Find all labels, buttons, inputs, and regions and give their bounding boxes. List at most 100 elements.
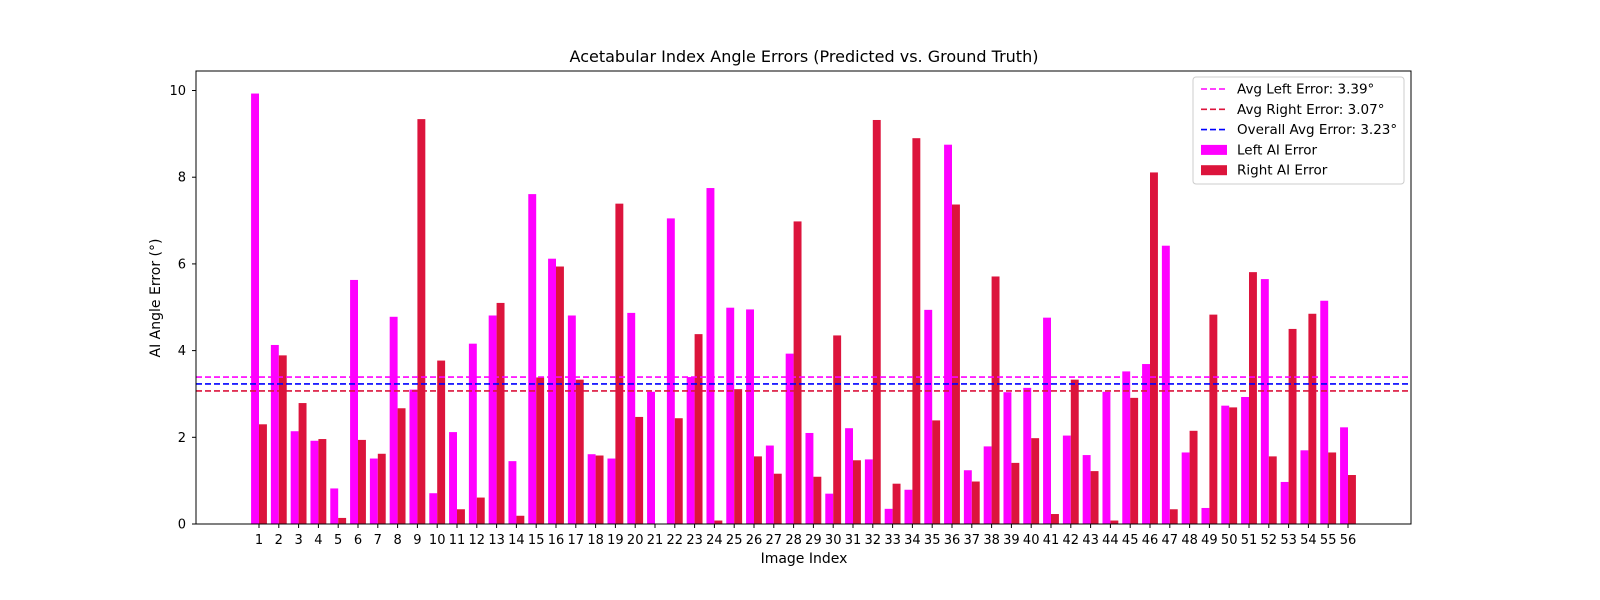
left-bar-55 [1320,300,1329,524]
x-tick-label-53: 53 [1280,533,1297,548]
y-tick-label-2: 2 [178,431,186,446]
left-bar-42 [1062,435,1071,524]
left-bar-27 [765,445,774,524]
x-tick-label-31: 31 [845,533,862,548]
right-bar-48 [1189,430,1198,524]
right-bar-19 [615,203,624,524]
left-bar-43 [1082,455,1091,524]
left-bar-9 [409,389,418,524]
left-bar-4 [310,440,319,524]
x-tick-label-45: 45 [1122,533,1139,548]
right-bar-28 [793,221,802,525]
x-tick-label-41: 41 [1043,533,1060,548]
right-bar-37 [971,481,980,524]
left-bar-25 [726,307,735,524]
right-bar-20 [635,416,644,524]
y-axis-label: AI Angle Error (°) [148,239,164,358]
legend-label-3: Left AI Error [1237,142,1318,158]
left-bar-47 [1161,245,1170,524]
right-bar-42 [1070,379,1079,524]
left-bar-24 [706,188,715,525]
right-bar-3 [298,403,307,524]
x-tick-label-47: 47 [1162,533,1179,548]
left-bar-37 [963,470,972,524]
legend-label-2: Overall Avg Error: 3.23° [1237,122,1397,138]
x-tick-label-51: 51 [1241,533,1258,548]
left-bar-2 [270,344,279,524]
left-bar-5 [330,488,339,524]
x-tick-label-19: 19 [607,533,624,548]
right-bar-39 [1011,462,1020,524]
x-tick-label-6: 6 [354,533,362,548]
series-right [259,119,1356,525]
legend: Avg Left Error: 3.39° Avg Right Error: 3.… [1192,76,1405,185]
x-tick-label-30: 30 [825,533,842,548]
left-bar-17 [567,315,576,524]
right-bar-36 [952,204,960,524]
right-bar-8 [397,408,406,524]
right-bar-46 [1150,172,1158,524]
right-bar-31 [853,460,861,524]
y-tick-label-6: 6 [178,257,186,272]
left-bar-56 [1340,427,1348,524]
x-tick-label-22: 22 [667,533,684,548]
x-tick-label-35: 35 [924,533,941,548]
left-bar-19 [607,458,616,524]
left-bar-15 [528,194,537,525]
x-tick-label-48: 48 [1181,533,1198,548]
right-bar-15 [536,377,545,524]
x-tick-label-29: 29 [805,533,822,548]
x-tick-label-15: 15 [528,533,545,548]
x-tick-label-32: 32 [865,533,882,548]
right-bar-40 [1031,438,1040,524]
right-bar-55 [1328,452,1337,524]
right-bar-2 [278,355,287,524]
left-bar-13 [488,315,497,524]
left-bar-34 [904,489,913,524]
right-bar-38 [991,276,1000,524]
left-bar-40 [1023,387,1032,524]
left-bar-48 [1181,452,1190,524]
x-tick-label-2: 2 [275,533,283,548]
legend-box [1192,76,1405,185]
y-tick-label-0: 0 [178,518,186,533]
left-bar-35 [924,309,933,524]
x-tick-label-37: 37 [964,533,981,548]
x-tick-label-7: 7 [374,533,382,548]
left-bar-8 [389,316,398,524]
x-tick-label-43: 43 [1082,533,1099,548]
x-tick-label-20: 20 [627,533,644,548]
right-bar-7 [377,453,386,524]
left-bar-26 [746,309,754,524]
right-bar-18 [595,455,604,524]
left-bar-41 [1043,317,1051,524]
left-bar-51 [1241,396,1249,524]
x-axis-label: Image Index [761,551,848,567]
right-bar-6 [358,439,366,524]
left-bar-18 [587,454,596,524]
y-tick-label-8: 8 [178,171,186,186]
x-tick-label-12: 12 [469,533,486,548]
x-tick-label-46: 46 [1142,533,1159,548]
x-tick-label-18: 18 [587,533,604,548]
x-tick-label-25: 25 [726,533,743,548]
left-bar-46 [1142,364,1150,524]
x-tick-label-16: 16 [548,533,565,548]
right-bar-49 [1209,314,1218,524]
left-bar-52 [1260,279,1269,524]
left-bar-29 [805,432,814,524]
right-bar-44 [1110,520,1119,524]
x-tick-label-23: 23 [686,533,703,548]
left-bar-1 [251,93,259,524]
right-bar-11 [457,509,465,524]
x-tick-label-40: 40 [1023,533,1040,548]
x-tick-label-5: 5 [334,533,342,548]
left-bar-39 [1003,392,1012,524]
right-bar-9 [417,119,426,525]
left-bar-36 [944,144,952,524]
right-bar-41 [1051,514,1059,524]
x-tick-label-26: 26 [746,533,763,548]
x-tick-label-28: 28 [785,533,802,548]
